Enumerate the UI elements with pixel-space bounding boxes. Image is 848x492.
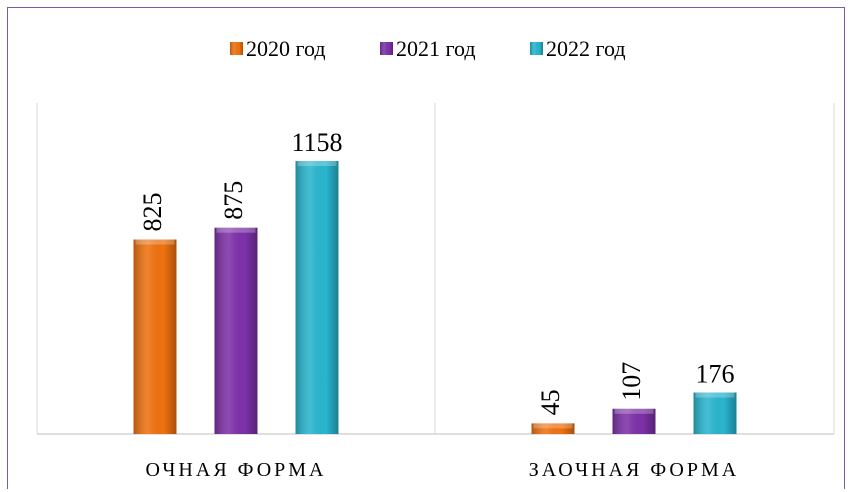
data-label-3-1: 1158 xyxy=(291,128,342,157)
bar-bevel xyxy=(297,161,337,166)
legend-label-1: 2020 год xyxy=(246,36,326,61)
data-label-2-1: 875 xyxy=(219,181,248,220)
bar-shading xyxy=(133,239,177,434)
legend: 2020 год 2021 год 2022 год xyxy=(230,36,626,61)
bar-shading xyxy=(531,423,575,434)
bar-bevel xyxy=(533,423,573,429)
data-label-1-2: 45 xyxy=(536,389,565,415)
bar-bevel xyxy=(216,227,256,233)
legend-swatch-shade xyxy=(530,42,543,55)
bar-3-1 xyxy=(295,161,339,434)
plot-area: 825 875 1158 ОЧНАЯ ФОРМА 45 107 176 ЗАОЧНАЯ ФОР… xyxy=(36,103,835,481)
bar-1-1 xyxy=(133,239,177,434)
data-label-2-2: 107 xyxy=(617,362,646,401)
category-label-1: ОЧНАЯ ФОРМА xyxy=(145,459,326,481)
bar-3-2 xyxy=(693,392,737,434)
bar-bevel xyxy=(614,408,654,414)
bar-shading xyxy=(214,227,258,434)
legend-label-3: 2022 год xyxy=(546,36,626,61)
data-label-3-2: 176 xyxy=(696,360,735,389)
bar-bevel xyxy=(135,239,175,245)
bar-1-2 xyxy=(531,423,575,434)
legend-swatch-shade xyxy=(380,42,393,55)
bar-2-2 xyxy=(612,408,656,434)
bar-2-1 xyxy=(214,227,258,434)
category-label-2: ЗАОЧНАЯ ФОРМА xyxy=(529,459,739,481)
bar-shading xyxy=(693,392,737,434)
data-label-1-1: 825 xyxy=(138,193,167,232)
bar-shading xyxy=(612,408,656,434)
legend-label-2: 2021 год xyxy=(396,36,476,61)
bar-shading xyxy=(295,161,339,434)
bar-bevel xyxy=(695,392,735,398)
legend-swatch-shade xyxy=(230,42,243,55)
